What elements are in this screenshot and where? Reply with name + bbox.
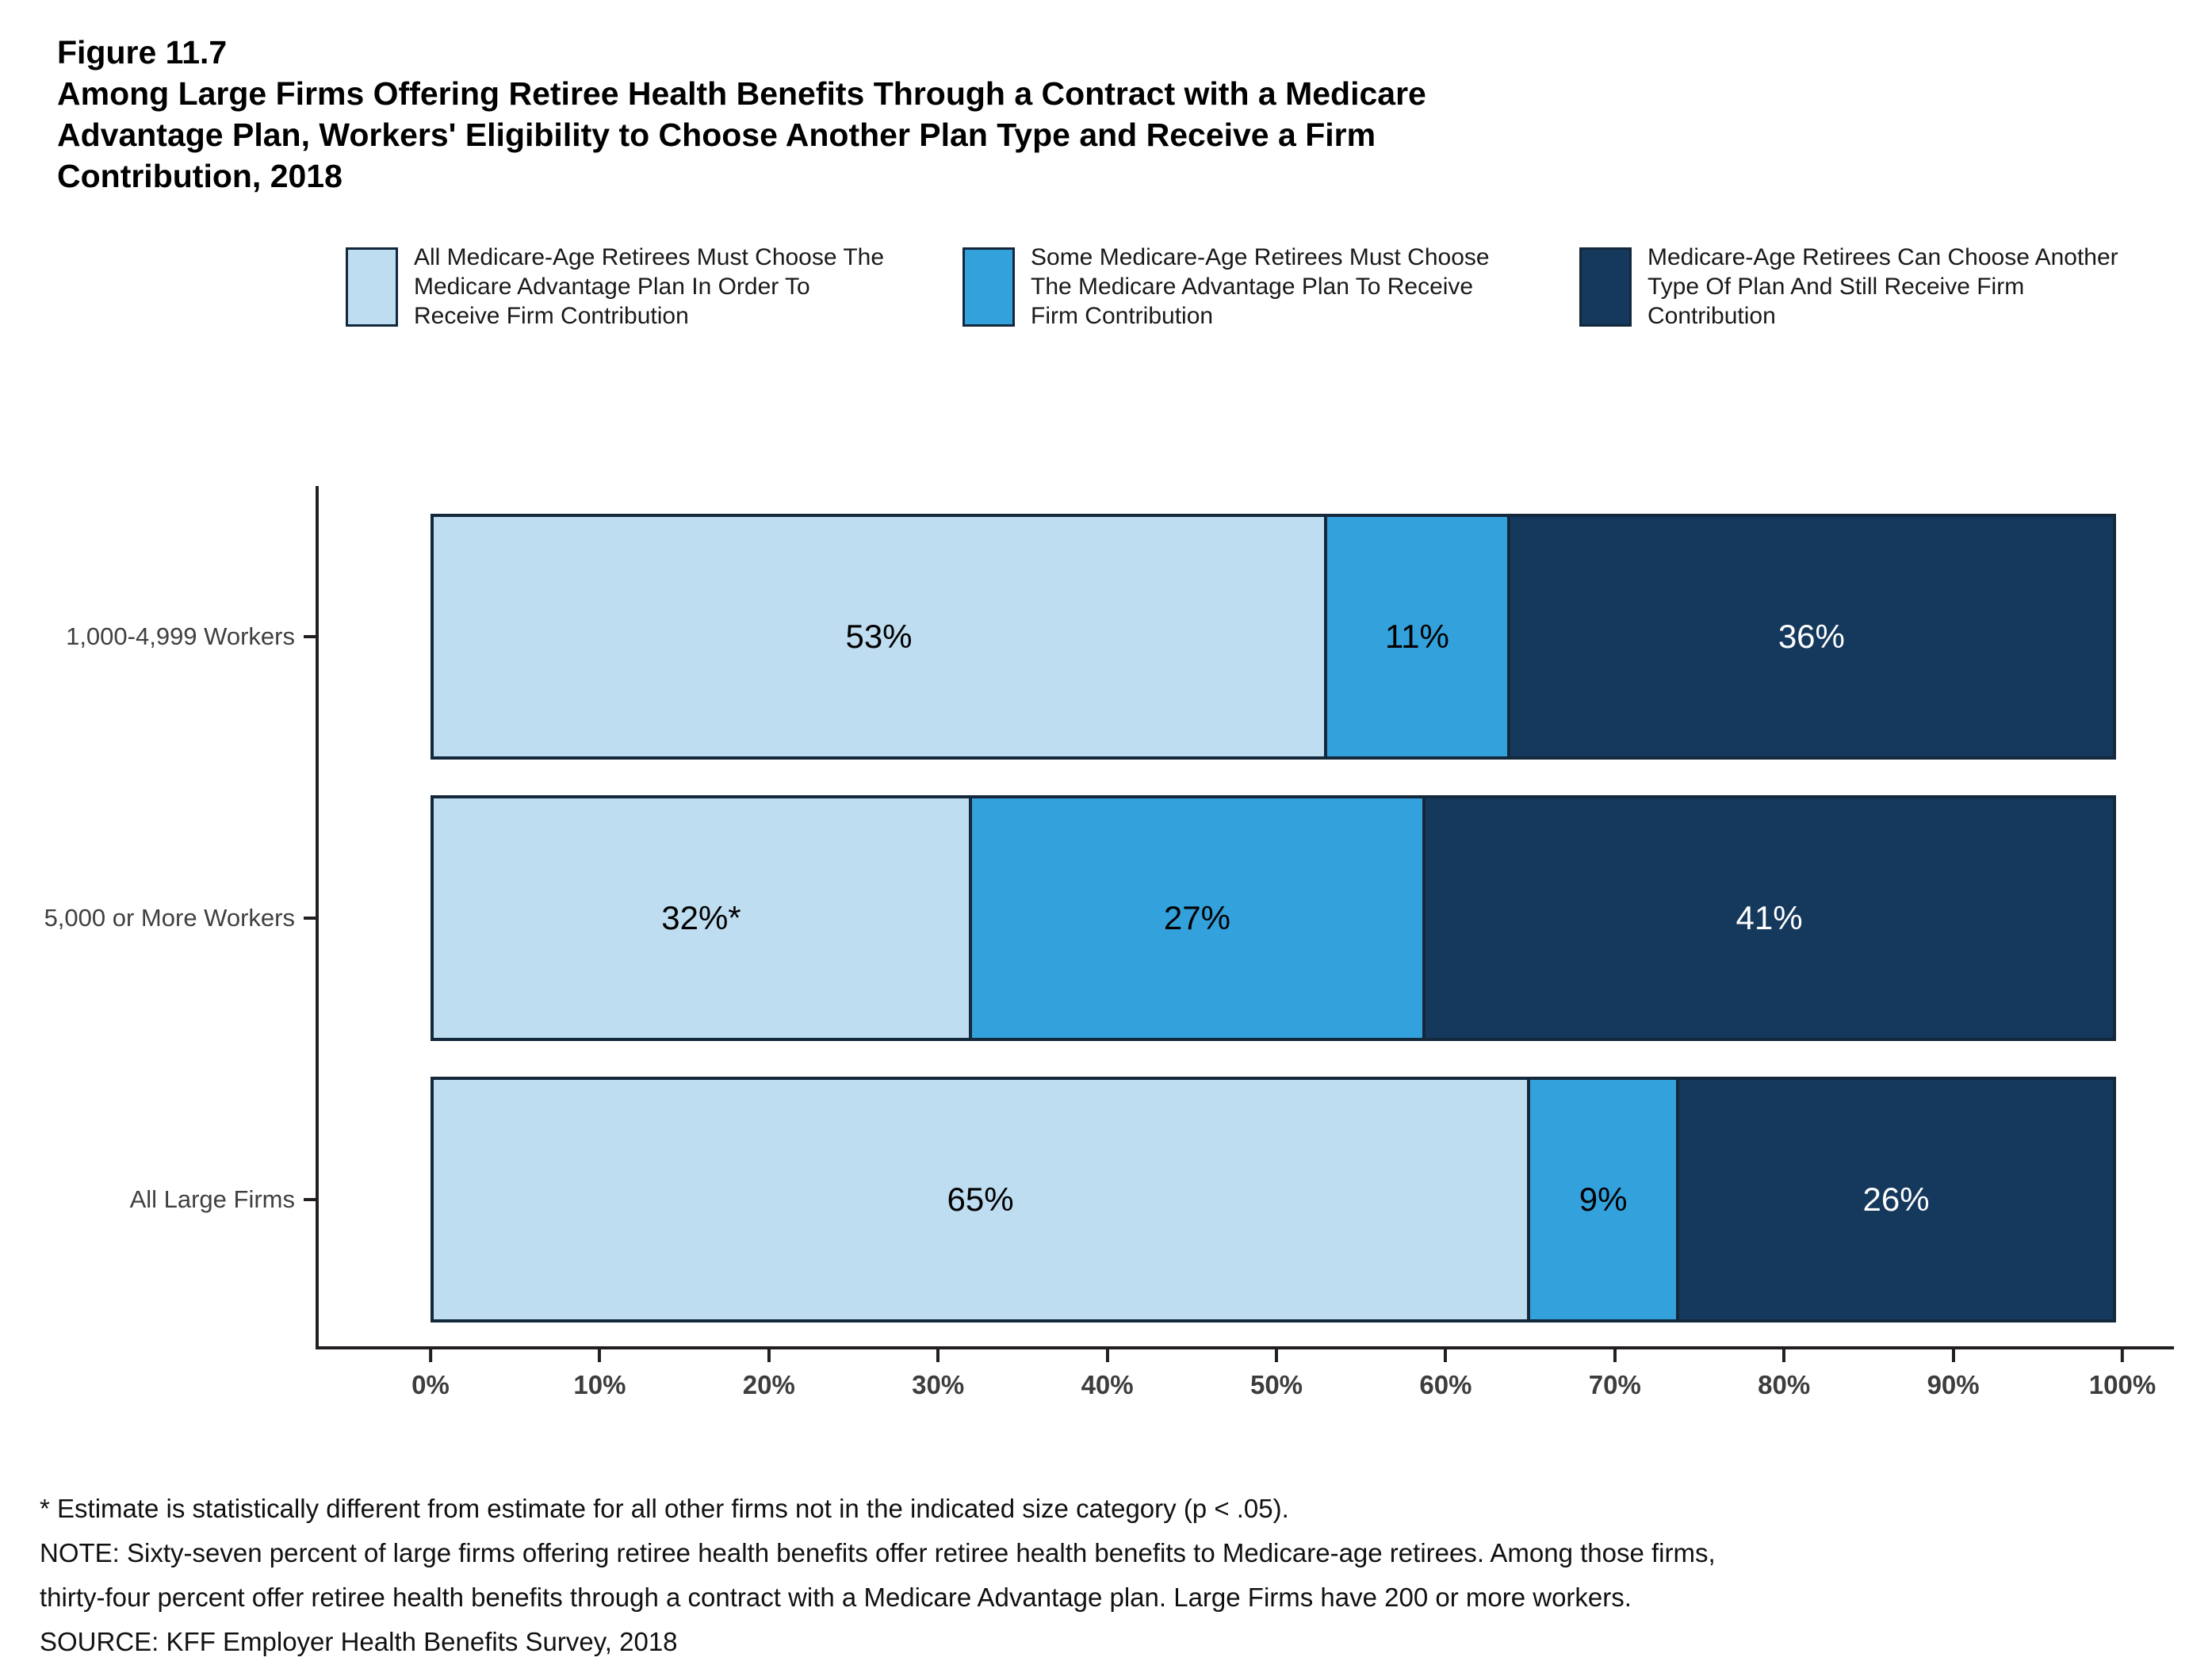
legend-label: All Medicare-Age Retirees Must Choose Th… <box>414 244 885 329</box>
x-axis-tick-label: 40% <box>1081 1370 1134 1399</box>
y-axis-tick <box>304 635 316 638</box>
x-axis-tick-mark <box>936 1349 940 1362</box>
figure-title-line: Contribution, 2018 <box>57 158 343 194</box>
figure-title-line: Among Large Firms Offering Retiree Healt… <box>57 75 1426 112</box>
y-axis-label: 1,000-4,999 Workers <box>38 514 316 760</box>
y-axis-labels: 1,000-4,999 Workers 5,000 or More Workers… <box>38 486 316 1346</box>
bar-value-label: 9% <box>1579 1181 1628 1218</box>
legend-label: Medicare-Age Retirees Can Choose Another… <box>1648 244 2118 329</box>
x-axis-tick-mark <box>1275 1349 1278 1362</box>
x-axis-tick: 40% <box>1081 1349 1134 1400</box>
x-axis-tick-mark <box>598 1349 602 1362</box>
x-axis-tick-mark <box>1951 1349 1955 1362</box>
bar-segment: 9% <box>1527 1077 1680 1322</box>
figure-number: Figure 11.7 <box>57 34 228 71</box>
y-axis-label-text: All Large Firms <box>129 1185 295 1213</box>
bar-value-label: 53% <box>845 618 913 655</box>
bar-value-label: 26% <box>1862 1181 1930 1218</box>
x-axis-tick-label: 20% <box>742 1370 795 1399</box>
bar-segment: 53% <box>431 514 1328 760</box>
x-axis-tick-label: 90% <box>1927 1370 1980 1399</box>
x-axis-tick: 90% <box>1927 1349 1980 1400</box>
x-axis-tick: 30% <box>912 1349 964 1400</box>
legend-item: Medicare-Age Retirees Can Choose Another… <box>1579 243 2123 331</box>
plot-area: 53% 11% 36% 32%* 27% 41% 65% 9% 26% <box>316 486 2174 1349</box>
bar-segment: 26% <box>1676 1077 2116 1322</box>
x-axis-tick: 50% <box>1250 1349 1303 1400</box>
header: Figure 11.7 Among Large Firms Offering R… <box>57 32 2174 197</box>
x-axis-tick: 60% <box>1419 1349 1471 1400</box>
bar-segment: 27% <box>968 795 1426 1041</box>
figure-title-line: Advantage Plan, Workers' Eligibility to … <box>57 117 1376 153</box>
y-axis-tick <box>304 917 316 920</box>
figure-title: Among Large Firms Offering Retiree Healt… <box>57 73 2174 197</box>
legend: All Medicare-Age Retirees Must Choose Th… <box>346 243 2174 331</box>
bar-row: 32%* 27% 41% <box>431 795 2122 1041</box>
x-axis-tick-mark <box>1782 1349 1786 1362</box>
x-axis-tick-label: 50% <box>1250 1370 1303 1399</box>
y-axis-label-text: 5,000 or More Workers <box>44 904 295 932</box>
legend-item: Some Medicare-Age Retirees Must Choose T… <box>962 243 1506 331</box>
stacked-bar: 53% 11% 36% <box>431 514 2122 760</box>
footnote-line: NOTE: Sixty-seven percent of large firms… <box>40 1538 1716 1567</box>
bar-value-label: 41% <box>1736 899 1803 936</box>
x-axis-tick-label: 0% <box>411 1370 450 1399</box>
bar-value-label: 11% <box>1384 618 1449 655</box>
legend-swatch <box>346 247 398 327</box>
bar-row: 53% 11% 36% <box>431 514 2122 760</box>
bars-area: 53% 11% 36% 32%* 27% 41% 65% 9% 26% <box>431 514 2122 1322</box>
x-axis-tick-label: 100% <box>2088 1370 2157 1399</box>
chart: 1,000-4,999 Workers 5,000 or More Workers… <box>38 486 2174 1349</box>
x-axis-tick-mark <box>1613 1349 1617 1362</box>
bar-value-label: 32%* <box>661 899 741 936</box>
footnote-line: SOURCE: KFF Employer Health Benefits Sur… <box>40 1627 678 1656</box>
bar-segment: 36% <box>1506 514 2116 760</box>
legend-item: All Medicare-Age Retirees Must Choose Th… <box>346 243 890 331</box>
legend-label: Some Medicare-Age Retirees Must Choose T… <box>1031 244 1490 329</box>
x-axis-tick: 80% <box>1758 1349 1810 1400</box>
stacked-bar: 65% 9% 26% <box>431 1077 2122 1322</box>
x-axis-tick: 0% <box>411 1349 450 1400</box>
x-axis-tick-label: 80% <box>1758 1370 1811 1399</box>
x-axis-tick: 10% <box>573 1349 626 1400</box>
y-axis-tick <box>304 1198 316 1201</box>
footnote-line: * Estimate is statistically different fr… <box>40 1494 1289 1523</box>
x-axis-tick-mark <box>428 1349 432 1362</box>
x-axis-tick-label: 60% <box>1419 1370 1472 1399</box>
bar-segment: 11% <box>1324 514 1510 760</box>
bar-value-label: 27% <box>1163 899 1230 936</box>
x-axis-tick-label: 10% <box>573 1370 626 1399</box>
stacked-bar: 32%* 27% 41% <box>431 795 2122 1041</box>
x-axis: 0% 10% 20% 30% 40% 50% 60% 70% 80% 90% 100% <box>411 1349 2156 1425</box>
x-axis-tick: 20% <box>743 1349 795 1400</box>
bar-value-label: 65% <box>947 1181 1014 1218</box>
x-axis-tick: 100% <box>2089 1349 2156 1400</box>
bar-row: 65% 9% 26% <box>431 1077 2122 1322</box>
x-axis-tick-mark <box>1105 1349 1109 1362</box>
x-axis-tick-mark <box>2121 1349 2124 1362</box>
x-axis-tick: 70% <box>1589 1349 1641 1400</box>
y-axis-label: All Large Firms <box>38 1077 316 1322</box>
legend-swatch <box>1579 247 1632 327</box>
bar-segment: 32%* <box>431 795 972 1041</box>
footnotes: * Estimate is statistically different fr… <box>40 1487 2174 1664</box>
y-axis-label-text: 1,000-4,999 Workers <box>66 622 295 650</box>
y-axis-label: 5,000 or More Workers <box>38 795 316 1041</box>
bar-value-label: 36% <box>1778 618 1845 655</box>
x-axis-tick-mark <box>1444 1349 1448 1362</box>
bar-segment: 65% <box>431 1077 1531 1322</box>
legend-swatch <box>962 247 1015 327</box>
bar-segment: 41% <box>1422 795 2116 1041</box>
x-axis-tick-mark <box>767 1349 771 1362</box>
x-axis-tick-label: 30% <box>912 1370 965 1399</box>
x-axis-tick-label: 70% <box>1588 1370 1641 1399</box>
footnote-line: thirty-four percent offer retiree health… <box>40 1583 1632 1612</box>
